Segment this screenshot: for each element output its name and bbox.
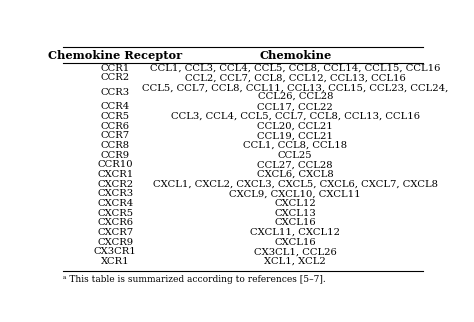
Text: CXCR9: CXCR9: [97, 238, 133, 247]
Text: CCR7: CCR7: [100, 131, 130, 140]
Text: CCL17, CCL22: CCL17, CCL22: [257, 102, 333, 111]
Text: CX3CR1: CX3CR1: [94, 247, 137, 256]
Text: CCL2, CCL7, CCL8, CCL12, CCL13, CCL16: CCL2, CCL7, CCL8, CCL12, CCL13, CCL16: [185, 73, 406, 82]
Text: CCR3: CCR3: [100, 88, 130, 97]
Text: XCR1: XCR1: [101, 257, 129, 266]
Text: CCL5, CCL7, CCL8, CCL11, CCL13, CCL15, CCL23, CCL24,: CCL5, CCL7, CCL8, CCL11, CCL13, CCL15, C…: [142, 84, 448, 93]
Text: ᵃ This table is summarized according to references [5–7].: ᵃ This table is summarized according to …: [63, 275, 326, 284]
Text: CXCL9, CXCL10, CXCL11: CXCL9, CXCL10, CXCL11: [229, 189, 361, 198]
Text: CCL26, CCL28: CCL26, CCL28: [257, 92, 333, 101]
Text: CCL20, CCL21: CCL20, CCL21: [257, 122, 333, 131]
Text: CXCR2: CXCR2: [97, 180, 133, 189]
Text: CXCR5: CXCR5: [97, 209, 133, 218]
Text: CXCR4: CXCR4: [97, 199, 133, 208]
Text: CCR4: CCR4: [100, 102, 130, 111]
Text: CCR6: CCR6: [101, 122, 130, 131]
Text: CXCL11, CXCL12: CXCL11, CXCL12: [250, 228, 340, 237]
Text: CCL3, CCL4, CCL5, CCL7, CCL8, CCL13, CCL16: CCL3, CCL4, CCL5, CCL7, CCL8, CCL13, CCL…: [171, 112, 420, 121]
Text: CXCR7: CXCR7: [97, 228, 133, 237]
Text: CXCL13: CXCL13: [274, 209, 316, 218]
Text: Chemokine Receptor: Chemokine Receptor: [48, 50, 182, 61]
Text: CXCR6: CXCR6: [97, 218, 133, 227]
Text: Chemokine: Chemokine: [259, 50, 331, 61]
Text: CCR8: CCR8: [100, 141, 130, 150]
Text: CCR1: CCR1: [100, 64, 130, 73]
Text: CX3CL1, CCL26: CX3CL1, CCL26: [254, 247, 337, 256]
Text: CXCL12: CXCL12: [274, 199, 316, 208]
Text: CCL19, CCL21: CCL19, CCL21: [257, 131, 333, 140]
Text: CCR10: CCR10: [98, 160, 133, 169]
Text: CCL1, CCL8, CCL18: CCL1, CCL8, CCL18: [243, 141, 347, 150]
Text: CXCR3: CXCR3: [97, 189, 133, 198]
Text: CCL1, CCL3, CCL4, CCL5, CCL8, CCL14, CCL15, CCL16: CCL1, CCL3, CCL4, CCL5, CCL8, CCL14, CCL…: [150, 64, 440, 73]
Text: CXCR1: CXCR1: [97, 170, 133, 179]
Text: CXCL16: CXCL16: [274, 238, 316, 247]
Text: CCL27, CCL28: CCL27, CCL28: [257, 160, 333, 169]
Text: CCL25: CCL25: [278, 151, 312, 160]
Text: CCR2: CCR2: [100, 73, 130, 82]
Text: CXCL16: CXCL16: [274, 218, 316, 227]
Text: CXCL6, CXCL8: CXCL6, CXCL8: [257, 170, 334, 179]
Text: CCR5: CCR5: [100, 112, 130, 121]
Text: CXCL1, CXCL2, CXCL3, CXCL5, CXCL6, CXCL7, CXCL8: CXCL1, CXCL2, CXCL3, CXCL5, CXCL6, CXCL7…: [153, 180, 438, 189]
Text: XCL1, XCL2: XCL1, XCL2: [264, 257, 326, 266]
Text: CCR9: CCR9: [100, 151, 130, 160]
